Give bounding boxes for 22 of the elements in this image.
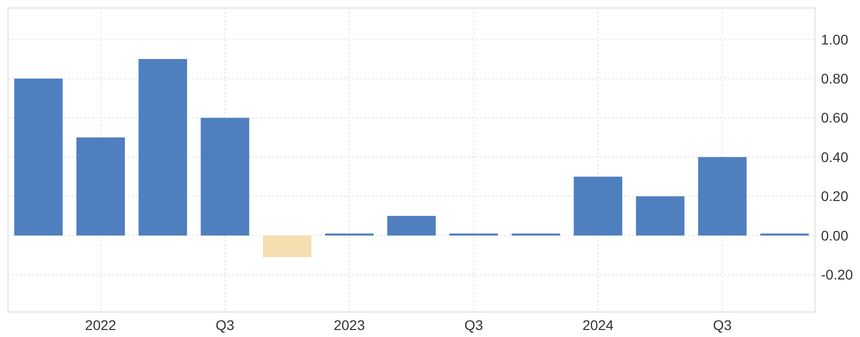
bar: [262, 236, 312, 258]
bar: [76, 137, 125, 236]
y-tick-label: 0.00: [821, 227, 848, 244]
x-tick-label: Q3: [216, 317, 235, 333]
y-tick-label: 1.00: [821, 31, 848, 48]
x-tick-label: Q3: [713, 317, 732, 333]
y-tick-label: -0.20: [821, 266, 854, 283]
bar: [636, 196, 684, 236]
bar: [387, 216, 436, 236]
bar: [698, 157, 747, 236]
y-tick-label: 0.60: [821, 110, 848, 126]
bar: [138, 58, 188, 236]
bar: [14, 78, 63, 236]
y-tick-label: 0.20: [821, 188, 848, 204]
x-tick-label: 2022: [85, 317, 116, 333]
x-tick-label: 2023: [334, 317, 366, 333]
bar: [574, 176, 622, 236]
x-tick-label: 2024: [582, 317, 614, 333]
bar: [200, 118, 250, 236]
y-tick-label: 0.80: [821, 70, 848, 87]
x-tick-label: Q3: [464, 317, 484, 333]
y-tick-label: 0.40: [821, 148, 848, 165]
